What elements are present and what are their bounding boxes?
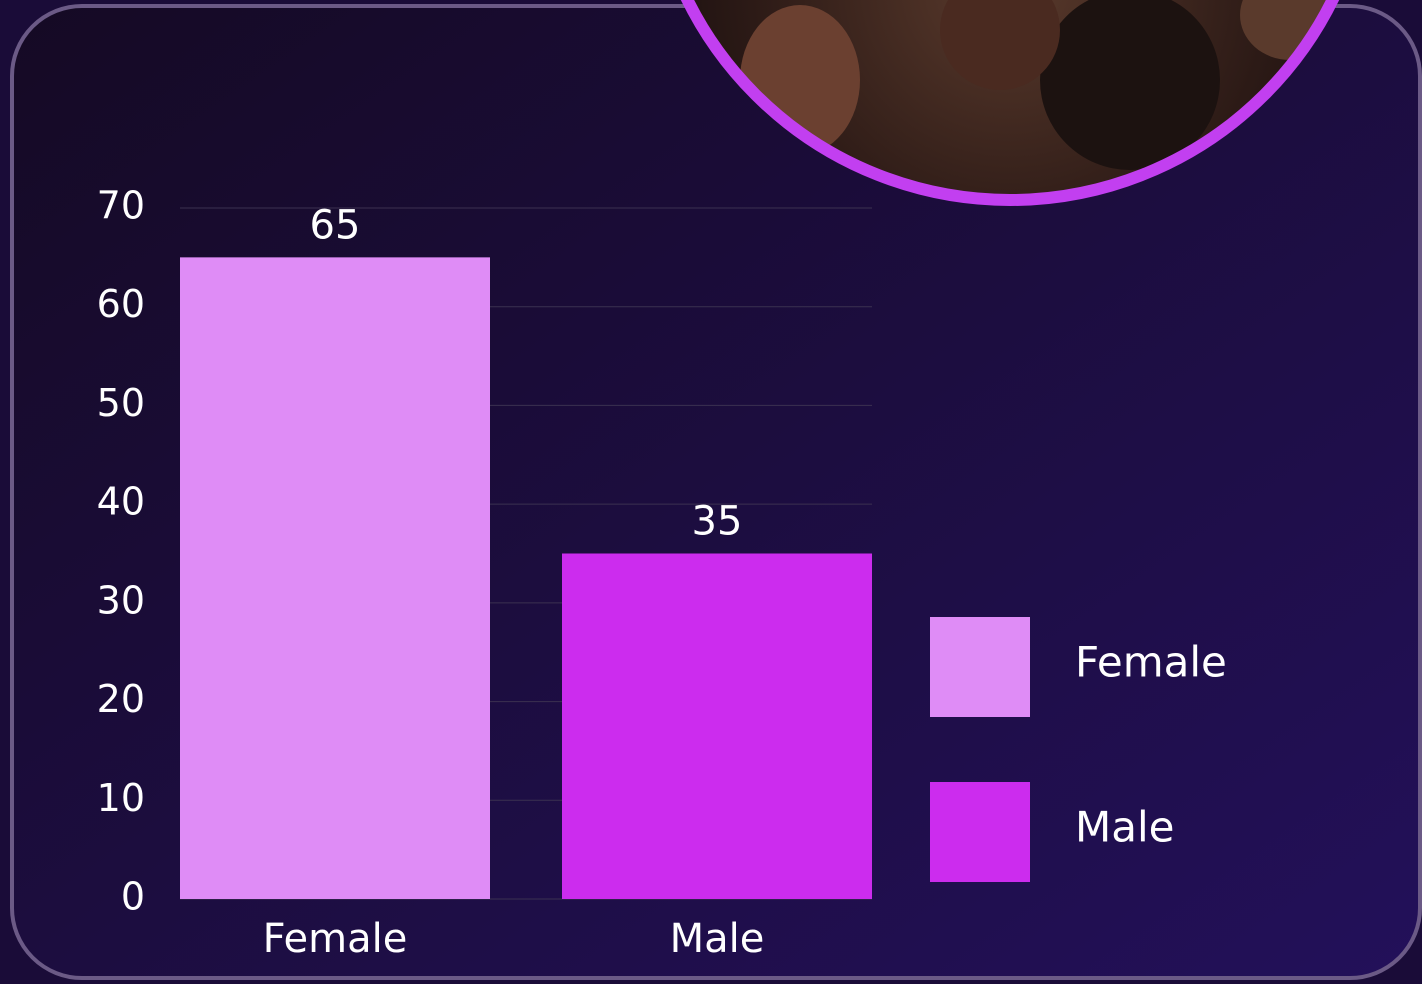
y-tick-label: 40 (97, 480, 145, 524)
y-tick-label: 10 (97, 776, 145, 820)
x-tick-label: Female (263, 916, 408, 962)
y-tick-label: 60 (97, 282, 145, 326)
legend-swatch (930, 617, 1030, 717)
bar (180, 257, 490, 899)
y-tick-label: 70 (97, 184, 145, 228)
chart: 0 10 20 30 40 50 60 70 65 Female 35 Male Female Male (0, 0, 1422, 984)
data-label: 35 (692, 499, 743, 545)
legend-swatch (930, 782, 1030, 882)
legend-label: Female (1075, 638, 1227, 687)
data-label: 65 (310, 202, 361, 248)
x-tick-label: Male (670, 916, 765, 962)
y-tick-label: 50 (97, 381, 145, 425)
legend-label: Male (1075, 803, 1174, 852)
y-tick-label: 20 (97, 677, 145, 721)
y-tick-label: 30 (97, 578, 145, 622)
bar (562, 554, 872, 900)
y-tick-label: 0 (121, 875, 145, 919)
